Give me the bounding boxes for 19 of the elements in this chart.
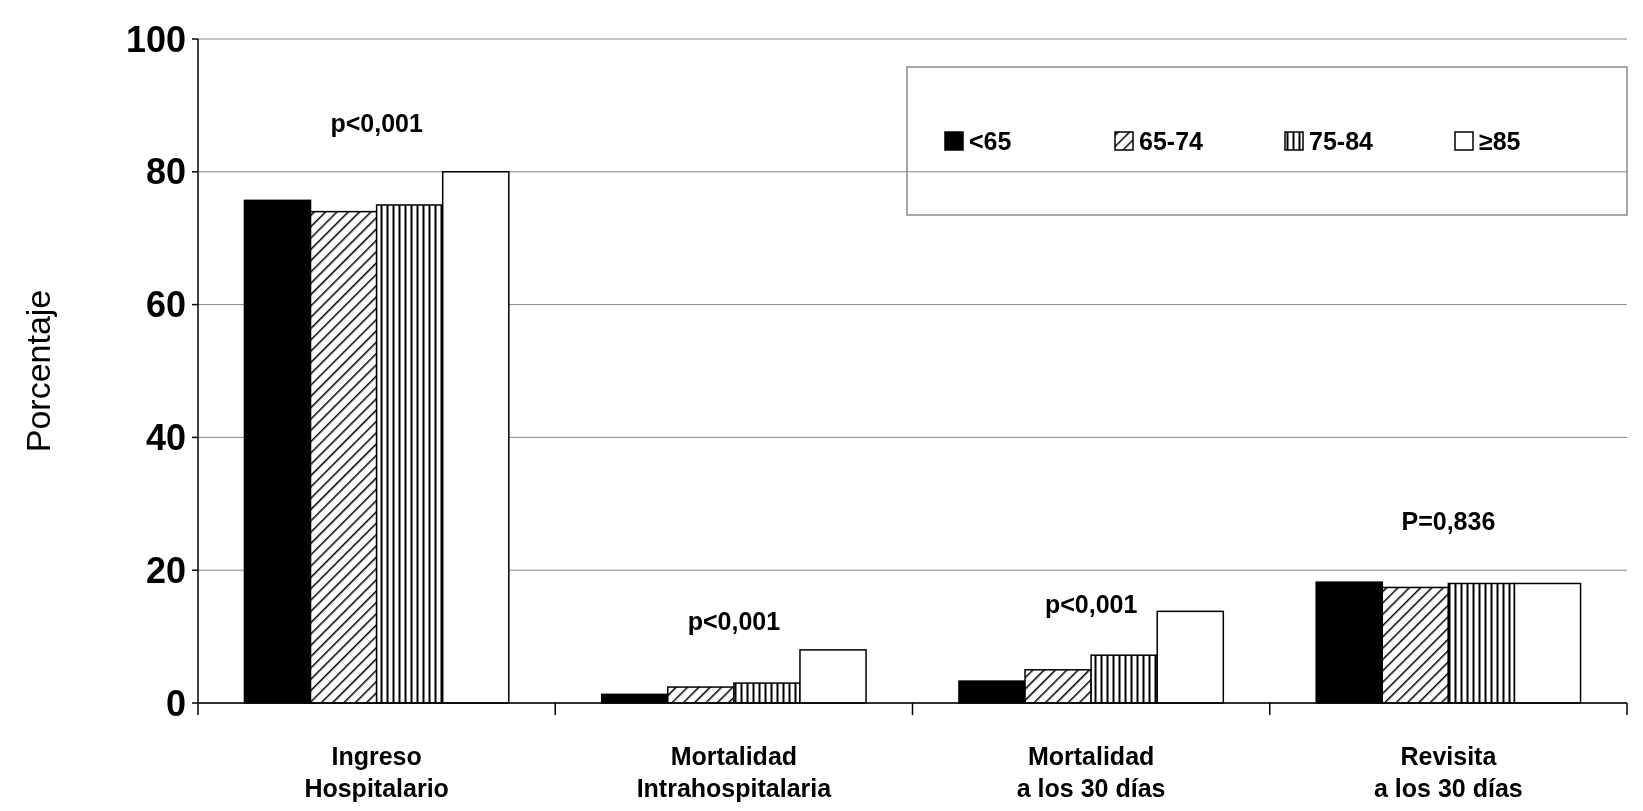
y-tick-label: 0: [165, 682, 186, 724]
x-tick-label: Revisita a los 30 días: [1374, 742, 1523, 802]
y-tick-label: 20: [145, 549, 186, 591]
annotation: p<0,001: [687, 606, 781, 635]
y-axis-title: Porcentaje: [19, 289, 57, 453]
y-tick-label: 40: [145, 417, 186, 458]
annotation: p<0,001: [1044, 590, 1138, 619]
annotation: p<0,001: [330, 108, 423, 137]
y-tick-label: 60: [145, 284, 186, 326]
x-tick-label: Mortalidad a los 30 días: [1016, 742, 1166, 802]
x-tick-label: Mortalidad Intrahospitalaria: [636, 742, 833, 802]
y-tick-label: 100: [125, 18, 186, 60]
x-tick-label: Ingreso Hospitalario: [304, 742, 449, 802]
y-tick-label: 80: [145, 151, 186, 193]
legend-label: 65-74: [1139, 126, 1204, 155]
legend-label: 75-84: [1309, 126, 1374, 155]
legend-label: ≥85: [1479, 126, 1521, 155]
annotation: P=0,836: [1401, 507, 1496, 536]
legend-label: <65: [969, 126, 1012, 155]
